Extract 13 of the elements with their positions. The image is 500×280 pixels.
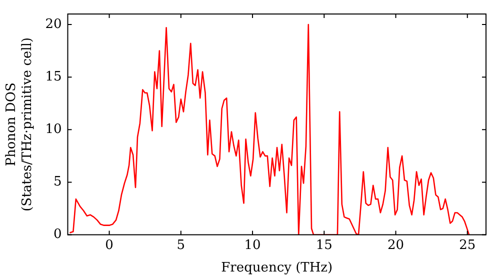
y-tick-label: 15 bbox=[45, 69, 62, 84]
y-tick-label: 10 bbox=[45, 122, 62, 138]
y-tick-label: 20 bbox=[45, 16, 62, 32]
y-tick-label: 0 bbox=[53, 227, 62, 242]
x-tick-label: 15 bbox=[316, 238, 332, 253]
x-tick-label: 5 bbox=[176, 238, 186, 253]
y-axis-title: Phonon DOS (States/THz·primitive cell) bbox=[4, 37, 35, 212]
y-tick-label: 5 bbox=[53, 174, 62, 190]
x-tick-label: 0 bbox=[105, 238, 114, 253]
x-tick-label: 25 bbox=[459, 238, 476, 253]
x-axis-title: Frequency (THz) bbox=[221, 260, 333, 276]
x-tick-label: 20 bbox=[387, 238, 404, 253]
x-tick-label: 10 bbox=[244, 238, 261, 253]
